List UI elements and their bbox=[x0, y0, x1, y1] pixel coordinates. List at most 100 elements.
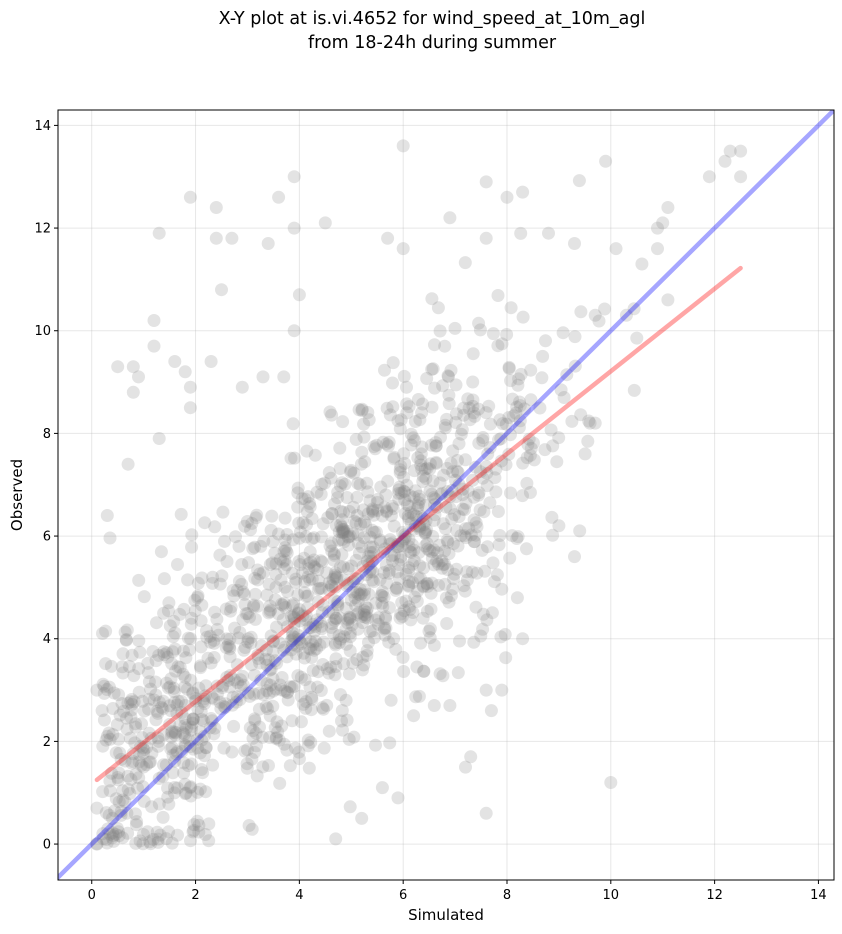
scatter-point bbox=[504, 486, 517, 500]
scatter-point bbox=[311, 563, 325, 577]
scatter-point bbox=[305, 512, 319, 526]
scatter-point bbox=[306, 617, 320, 631]
scatter-point bbox=[502, 360, 516, 374]
scatter-point bbox=[173, 719, 187, 733]
scatter-point bbox=[439, 522, 453, 536]
scatter-point bbox=[474, 465, 487, 479]
scatter-point bbox=[305, 651, 319, 664]
scatter-point bbox=[354, 610, 368, 624]
scatter-point bbox=[266, 672, 280, 686]
scatter-point bbox=[467, 535, 481, 549]
scatter-point bbox=[343, 630, 357, 644]
scatter-point bbox=[387, 632, 401, 646]
scatter-point bbox=[192, 818, 206, 832]
scatter-point bbox=[250, 769, 264, 783]
scatter-point bbox=[347, 466, 361, 480]
scatter-point bbox=[184, 632, 198, 646]
scatter-point bbox=[374, 535, 387, 549]
scatter-point bbox=[295, 492, 309, 506]
scatter-point bbox=[168, 781, 181, 794]
scatter-point bbox=[554, 383, 568, 397]
scatter-point bbox=[294, 670, 308, 684]
scatter-point bbox=[429, 455, 443, 469]
scatter-point bbox=[246, 724, 260, 738]
scatter-point bbox=[317, 702, 330, 716]
scatter-point bbox=[249, 511, 263, 525]
scatter-point bbox=[293, 635, 307, 649]
scatter-point bbox=[208, 605, 222, 619]
scatter-point bbox=[413, 492, 427, 506]
scatter-point bbox=[181, 759, 195, 773]
scatter-point bbox=[387, 548, 401, 562]
scatter-point bbox=[359, 518, 373, 532]
scatter-point bbox=[328, 614, 342, 627]
scatter-point bbox=[251, 573, 265, 587]
scatter-point bbox=[398, 507, 412, 520]
scatter-point bbox=[425, 400, 439, 414]
scatter-point bbox=[582, 414, 596, 428]
scatter-point bbox=[524, 393, 538, 407]
scatter-point bbox=[325, 544, 339, 558]
scatter-point bbox=[444, 589, 458, 603]
scatter-point bbox=[407, 490, 421, 504]
scatter-point bbox=[427, 513, 441, 527]
scatter-point bbox=[442, 595, 456, 609]
scatter-point bbox=[301, 739, 315, 753]
scatter-point bbox=[328, 580, 342, 594]
scatter-point bbox=[317, 741, 331, 755]
scatter-point bbox=[382, 566, 396, 580]
scatter-point bbox=[374, 588, 388, 602]
scatter-point bbox=[476, 607, 490, 621]
scatter-point bbox=[325, 408, 339, 422]
scatter-point bbox=[185, 540, 199, 554]
scatter-point bbox=[340, 713, 354, 727]
scatter-point bbox=[367, 575, 381, 589]
scatter-point bbox=[592, 314, 606, 328]
scatter-point bbox=[362, 550, 376, 563]
y-tick-label: 12 bbox=[34, 222, 51, 237]
scatter-point bbox=[161, 650, 175, 664]
scatter-point bbox=[446, 465, 460, 479]
scatter-point bbox=[141, 666, 155, 680]
scatter-point bbox=[349, 516, 363, 530]
scatter-point bbox=[456, 482, 470, 496]
scatter-point bbox=[364, 563, 378, 577]
scatter-point bbox=[199, 679, 213, 693]
scatter-point bbox=[324, 578, 338, 592]
scatter-point bbox=[386, 376, 399, 390]
scatter-point bbox=[370, 496, 384, 509]
scatter-point bbox=[276, 555, 290, 569]
scatter-point bbox=[456, 488, 469, 502]
scatter-point bbox=[329, 660, 343, 673]
scatter-point bbox=[337, 560, 350, 574]
scatter-point bbox=[134, 758, 148, 772]
scatter-point bbox=[449, 416, 463, 429]
scatter-point bbox=[357, 658, 371, 672]
scatter-point bbox=[125, 697, 139, 711]
scatter-point bbox=[326, 606, 340, 620]
scatter-point bbox=[272, 190, 286, 204]
scatter-point bbox=[177, 644, 190, 658]
scatter-point bbox=[315, 581, 329, 595]
scatter-point bbox=[333, 636, 346, 650]
scatter-point bbox=[191, 576, 205, 590]
scatter-point bbox=[163, 680, 177, 694]
scatter-point bbox=[520, 542, 533, 556]
scatter-point bbox=[215, 283, 228, 297]
scatter-point bbox=[265, 509, 279, 523]
scatter-point bbox=[278, 541, 292, 554]
scatter-point bbox=[114, 808, 128, 822]
scatter-point bbox=[336, 415, 350, 429]
scatter-point bbox=[304, 635, 318, 649]
scatter-point bbox=[516, 185, 530, 199]
scatter-point bbox=[125, 703, 139, 717]
scatter-point bbox=[116, 666, 130, 680]
scatter-point bbox=[90, 683, 104, 697]
scatter-point bbox=[104, 659, 118, 673]
scatter-point bbox=[323, 405, 337, 419]
scatter-point bbox=[294, 637, 308, 650]
scatter-point bbox=[132, 370, 145, 384]
scatter-point bbox=[402, 600, 416, 614]
scatter-point bbox=[262, 653, 276, 667]
scatter-point bbox=[440, 617, 454, 630]
